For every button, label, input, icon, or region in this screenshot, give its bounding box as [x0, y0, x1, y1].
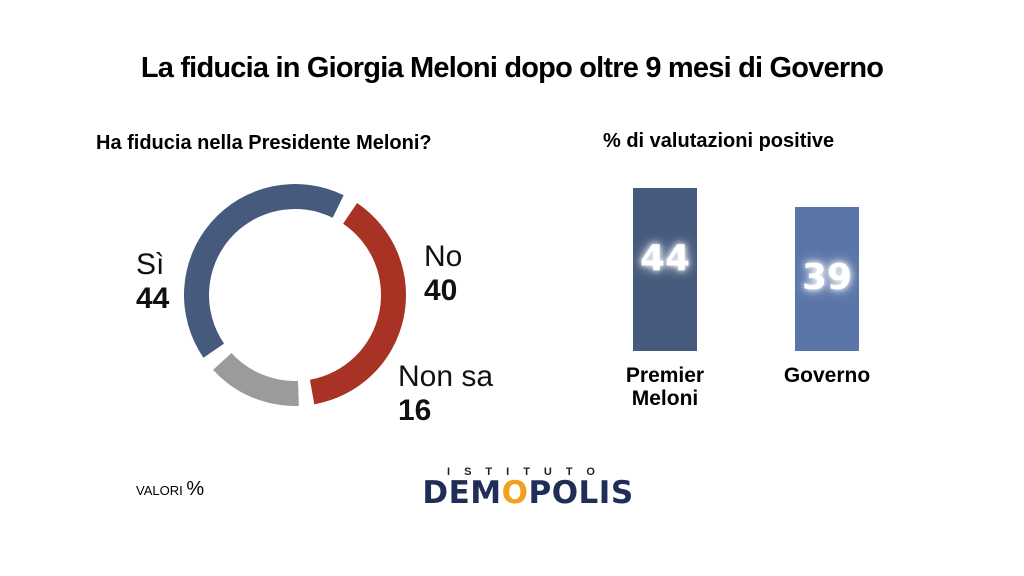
units-note: VALORI %	[136, 478, 204, 501]
donut-slice-s-	[184, 184, 344, 358]
units-label: VALORI	[136, 483, 183, 498]
donut-slice-non-sa	[213, 352, 299, 406]
donut-label-no-name: No	[424, 240, 463, 273]
logo-top-text: ISTITUTO	[447, 466, 609, 478]
donut-label-no-value: 40	[424, 274, 458, 307]
logo-main-o: O	[501, 475, 529, 511]
logo-main-text: DEMOPOLIS	[408, 475, 648, 511]
donut-chart	[184, 184, 406, 406]
demopolis-logo: ISTITUTO DEMOPOLIS	[408, 466, 648, 511]
bar-category-line: Governo	[783, 364, 871, 387]
bar-category-label: Governo	[747, 364, 907, 387]
chart-title: La fiducia in Giorgia Meloni dopo oltre …	[140, 52, 884, 84]
donut-label-si: Sì 44	[136, 248, 169, 316]
donut-slice-no	[309, 202, 406, 405]
units-symbol: %	[186, 478, 205, 500]
bar-category-label: Premier Meloni	[585, 364, 745, 410]
donut-subtitle: Ha fiducia nella Presidente Meloni?	[96, 132, 432, 154]
bar-category-line: Premier	[625, 364, 705, 387]
logo-main-part1: DEM	[422, 475, 502, 511]
logo-main-part2: POLIS	[528, 475, 634, 511]
donut-label-nonsa-name: Non sa	[398, 360, 494, 393]
bar-premier-meloni: 44	[633, 188, 697, 351]
donut-label-no: No 40	[424, 240, 462, 308]
donut-label-nonsa-value: 16	[398, 394, 432, 427]
donut-label-si-value: 44	[136, 282, 170, 315]
bar-value-label: 44	[639, 238, 691, 280]
donut-label-si-name: Sì	[136, 248, 165, 281]
bar-governo: 39	[795, 206, 859, 351]
donut-label-nonsa: Non sa 16	[398, 360, 493, 428]
bar-subtitle: % di valutazioni positive	[603, 130, 835, 152]
bar-category-line: Meloni	[631, 387, 699, 410]
bar-value-label: 39	[801, 256, 853, 298]
